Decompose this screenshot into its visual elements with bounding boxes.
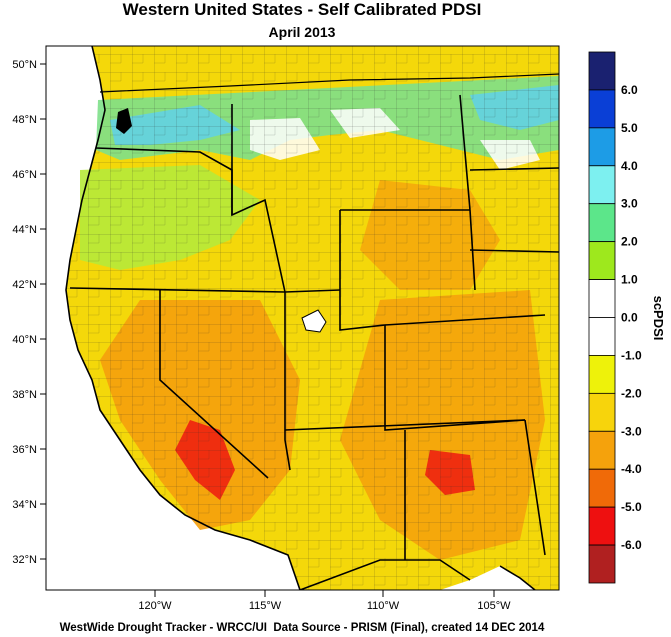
lat-label: 40°N xyxy=(12,334,37,346)
colorbar-tick-label: -4.0 xyxy=(621,462,642,476)
map-subtitle: April 2013 xyxy=(268,24,336,40)
lat-label: 50°N xyxy=(12,59,37,71)
colorbar-tick-label: 2.0 xyxy=(621,235,638,249)
colorbar-swatch xyxy=(588,506,616,546)
colorbar-swatch xyxy=(588,544,616,584)
lat-label: 38°N xyxy=(12,389,37,401)
colorbar-tick-label: -3.0 xyxy=(621,424,642,438)
latitude-axis: 50°N 48°N 46°N 44°N 42°N 40°N 38°N 36°N xyxy=(12,59,46,566)
lat-label: 36°N xyxy=(12,444,37,456)
lat-label: 34°N xyxy=(12,499,37,511)
colorbar-tick-label: 4.0 xyxy=(621,159,638,173)
coastline xyxy=(65,46,301,590)
colorbar-swatch xyxy=(588,279,616,318)
colorbar-swatch xyxy=(588,51,616,91)
map-layers xyxy=(65,46,559,590)
lat-label: 46°N xyxy=(12,169,37,181)
footer-credit: WestWide Drought Tracker - WRCC/UI Data … xyxy=(59,622,545,634)
great-salt-lake xyxy=(301,309,327,333)
colorbar-tick-label: 1.0 xyxy=(621,273,638,287)
colorbar-tick-label: 3.0 xyxy=(621,197,638,211)
colorbar-labels: 6.0 5.0 4.0 3.0 2.0 1.0 0.0 -1.0 -2.0 -3.0 -4.0 -5.… xyxy=(621,83,642,552)
colorbar-tick-label: -1.0 xyxy=(621,348,642,362)
colorbar-tick-label: -2.0 xyxy=(621,386,642,400)
lon-label: 120°W xyxy=(138,600,172,612)
lat-label: 48°N xyxy=(12,114,37,126)
colorbar-tick-label: 5.0 xyxy=(621,121,638,135)
state-boundaries xyxy=(69,94,559,560)
colorbar-swatch xyxy=(588,430,616,470)
colorbar-swatch xyxy=(588,89,616,129)
colorbar-tick-label: -6.0 xyxy=(621,538,642,552)
colorbar-swatch xyxy=(588,203,616,243)
colorbar xyxy=(588,51,616,584)
colorbar-tick-label: -5.0 xyxy=(621,500,642,514)
lat-label: 44°N xyxy=(12,224,37,236)
colorbar-swatch xyxy=(588,127,616,167)
colorbar-swatch xyxy=(588,165,616,205)
colorbar-swatch xyxy=(588,241,616,280)
canada-border xyxy=(99,73,559,93)
colorbar-title: scPDSI xyxy=(651,296,666,341)
colorbar-tick-label: 6.0 xyxy=(621,83,638,97)
colorbar-swatch xyxy=(588,317,616,356)
colorbar-tick-label: 0.0 xyxy=(621,311,638,325)
puget-sound xyxy=(116,108,132,134)
colorbar-swatch xyxy=(588,355,616,394)
longitude-axis: 120°W 115°W 110°W 105°W xyxy=(138,590,511,612)
colorbar-swatch xyxy=(588,468,616,508)
lat-label: 42°N xyxy=(12,279,37,291)
lon-label: 110°W xyxy=(367,600,400,612)
map-title: Western United States - Self Calibrated … xyxy=(122,0,482,19)
lon-label: 105°W xyxy=(477,600,511,612)
mexico-border xyxy=(299,559,536,590)
lat-label: 32°N xyxy=(12,554,37,566)
lon-label: 115°W xyxy=(249,600,282,612)
colorbar-swatch xyxy=(588,392,616,432)
